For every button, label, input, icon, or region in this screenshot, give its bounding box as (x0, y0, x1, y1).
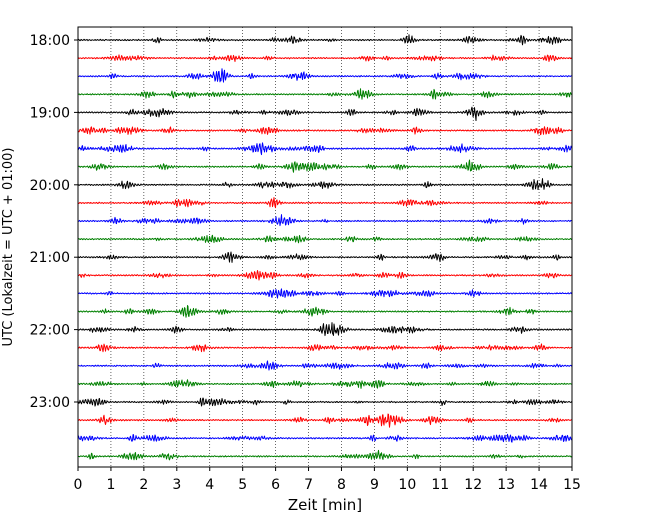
trace-2300 (77, 397, 573, 407)
trace-1945 (77, 159, 573, 173)
x-axis-ticks: 0 1 2 3 4 5 6 7 8 9 10 11 12 13 14 15 (74, 467, 581, 493)
y-tick-label: 18:00 (30, 33, 70, 49)
trace-1830 (77, 68, 573, 83)
x-tick-label: 3 (172, 477, 181, 493)
x-tick-label: 12 (464, 477, 482, 493)
x-tick-label: 4 (205, 477, 214, 493)
trace-2215 (77, 343, 573, 353)
y-axis-ticks: 18:00 19:00 20:00 21:00 22:00 23:00 (30, 33, 78, 411)
trace-1915 (77, 126, 573, 136)
x-tick-label: 1 (106, 477, 115, 493)
trace-1845 (77, 88, 573, 100)
seismic-traces (77, 34, 573, 461)
y-tick-label: 21:00 (30, 250, 70, 266)
x-tick-label: 15 (563, 477, 581, 493)
x-tick-label: 11 (431, 477, 449, 493)
trace-2330 (77, 433, 573, 443)
trace-2345 (77, 449, 573, 461)
y-tick-label: 19:00 (30, 105, 70, 121)
plot-frame (77, 26, 573, 468)
x-tick-label: 0 (74, 477, 83, 493)
trace-2145 (77, 304, 573, 318)
trace-2015 (77, 197, 573, 209)
x-tick-label: 14 (530, 477, 548, 493)
trace-1815 (77, 54, 573, 63)
x-tick-label: 9 (370, 477, 379, 493)
trace-1900 (77, 106, 573, 122)
trace-2200 (77, 322, 573, 337)
trace-2100 (77, 251, 573, 263)
x-tick-label: 8 (337, 477, 346, 493)
trace-2315 (77, 413, 573, 428)
trace-2030 (77, 214, 573, 227)
y-axis-label: UTC (Lokalzeit = UTC + 01:00) (1, 148, 16, 347)
x-tick-label: 13 (497, 477, 515, 493)
trace-1800 (77, 34, 573, 46)
x-tick-label: 5 (238, 477, 247, 493)
trace-2115 (77, 270, 573, 281)
trace-2245 (77, 379, 573, 389)
y-tick-label: 22:00 (30, 323, 70, 339)
trace-2230 (77, 360, 572, 371)
x-gridlines (110, 27, 540, 467)
x-tick-label: 7 (304, 477, 313, 493)
trace-2130 (77, 288, 573, 299)
y-tick-label: 23:00 (30, 395, 70, 411)
x-axis-label: Zeit [min] (288, 496, 362, 514)
trace-1930 (77, 142, 573, 156)
y-tick-label: 20:00 (30, 178, 70, 194)
trace-2045 (77, 234, 573, 244)
x-tick-label: 2 (139, 477, 148, 493)
x-tick-label: 10 (398, 477, 416, 493)
trace-2000 (77, 178, 573, 191)
x-tick-label: 6 (271, 477, 280, 493)
